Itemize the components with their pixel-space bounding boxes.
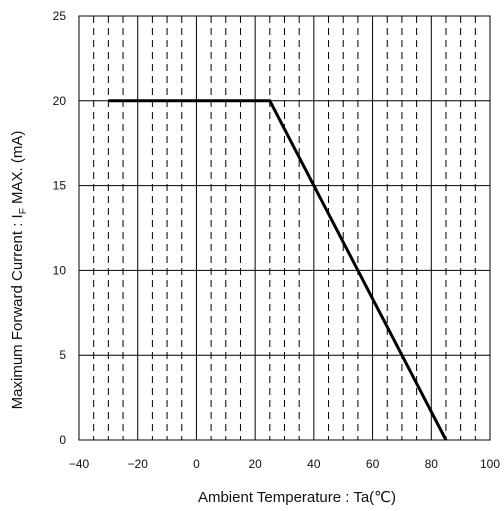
x-axis-title: Ambient Temperature : Ta(℃) <box>198 489 396 506</box>
x-tick-label: −20 <box>128 457 149 471</box>
grid <box>78 15 491 441</box>
y-tick-label: 25 <box>53 9 67 23</box>
x-tick-label: 40 <box>307 457 321 471</box>
y-tick-label: 0 <box>59 433 66 447</box>
x-axis-ticks: −40 −20 0 20 40 60 80 100 <box>69 457 501 471</box>
x-tick-label: 60 <box>366 457 380 471</box>
y-tick-label: 15 <box>53 179 67 193</box>
x-tick-label: 20 <box>248 457 262 471</box>
x-tick-label: 0 <box>193 457 200 471</box>
y-axis-title-subscript: F <box>18 208 29 214</box>
y-tick-label: 5 <box>59 348 66 362</box>
x-tick-label: −40 <box>69 457 90 471</box>
x-tick-label: 100 <box>480 457 500 471</box>
y-axis-title-unit: MAX. (mA) <box>9 131 26 209</box>
y-tick-label: 20 <box>53 94 67 108</box>
plot-area-frame <box>78 15 491 441</box>
y-tick-label: 10 <box>53 263 67 277</box>
x-tick-label: 80 <box>425 457 439 471</box>
y-axis-title-main: Maximum Forward Current : I <box>9 214 26 409</box>
series-layer <box>108 99 448 441</box>
y-axis-ticks: 0 5 10 15 20 25 <box>53 9 67 447</box>
derating-curve <box>108 99 448 441</box>
y-axis-title: Maximum Forward Current : IF MAX. (mA) <box>9 131 29 410</box>
